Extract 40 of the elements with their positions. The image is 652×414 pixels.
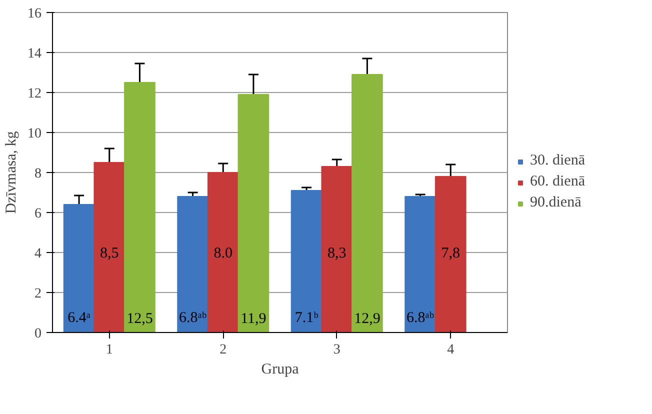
data-label: 11,9	[240, 311, 266, 328]
bar	[404, 196, 436, 332]
y-tick-label: 4	[34, 246, 42, 262]
bar	[238, 94, 270, 332]
x-tick-label: 4	[447, 342, 454, 358]
bar	[290, 190, 322, 332]
data-label: 6.8ᵃᵇ	[406, 310, 434, 326]
bar	[207, 172, 239, 332]
x-axis-title: Grupa	[261, 362, 300, 378]
data-label: 12,9	[354, 311, 380, 328]
bar	[94, 162, 126, 332]
data-label: 7.1ᵇ	[294, 310, 319, 326]
data-label: 8.0	[214, 246, 232, 262]
data-label: 12,5	[126, 311, 153, 328]
y-tick-label: 16	[28, 6, 42, 22]
bar	[63, 204, 95, 332]
bar	[352, 74, 383, 332]
data-label: 8,3	[328, 246, 346, 262]
y-tick-label: 0	[34, 326, 42, 342]
y-tick-label: 2	[34, 286, 42, 302]
y-tick-label: 14	[28, 46, 42, 62]
data-label: 6.4ᵃ	[68, 310, 90, 326]
x-tick-label: 2	[220, 342, 227, 358]
data-label: 7,8	[441, 246, 460, 262]
bar	[321, 166, 353, 332]
legend-label: 90.dienā	[530, 194, 582, 212]
legend-label: 30. dienā	[530, 152, 585, 170]
y-tick-label: 8	[34, 166, 42, 182]
legend-label: 60. dienā	[530, 174, 585, 190]
y-tick-label: 10	[28, 126, 42, 142]
data-label: 6.8ᵃᵇ	[179, 310, 207, 326]
x-tick-label: 1	[106, 342, 113, 358]
bar	[124, 82, 156, 332]
y-tick-label: 6	[34, 206, 42, 222]
bar	[434, 176, 466, 332]
data-label: 8,5	[100, 246, 119, 262]
bar	[177, 196, 208, 332]
y-tick-label: 12	[28, 86, 42, 102]
x-tick-label: 3	[333, 342, 340, 358]
y-axis-title: Dzīvmasa, kg	[4, 130, 20, 214]
